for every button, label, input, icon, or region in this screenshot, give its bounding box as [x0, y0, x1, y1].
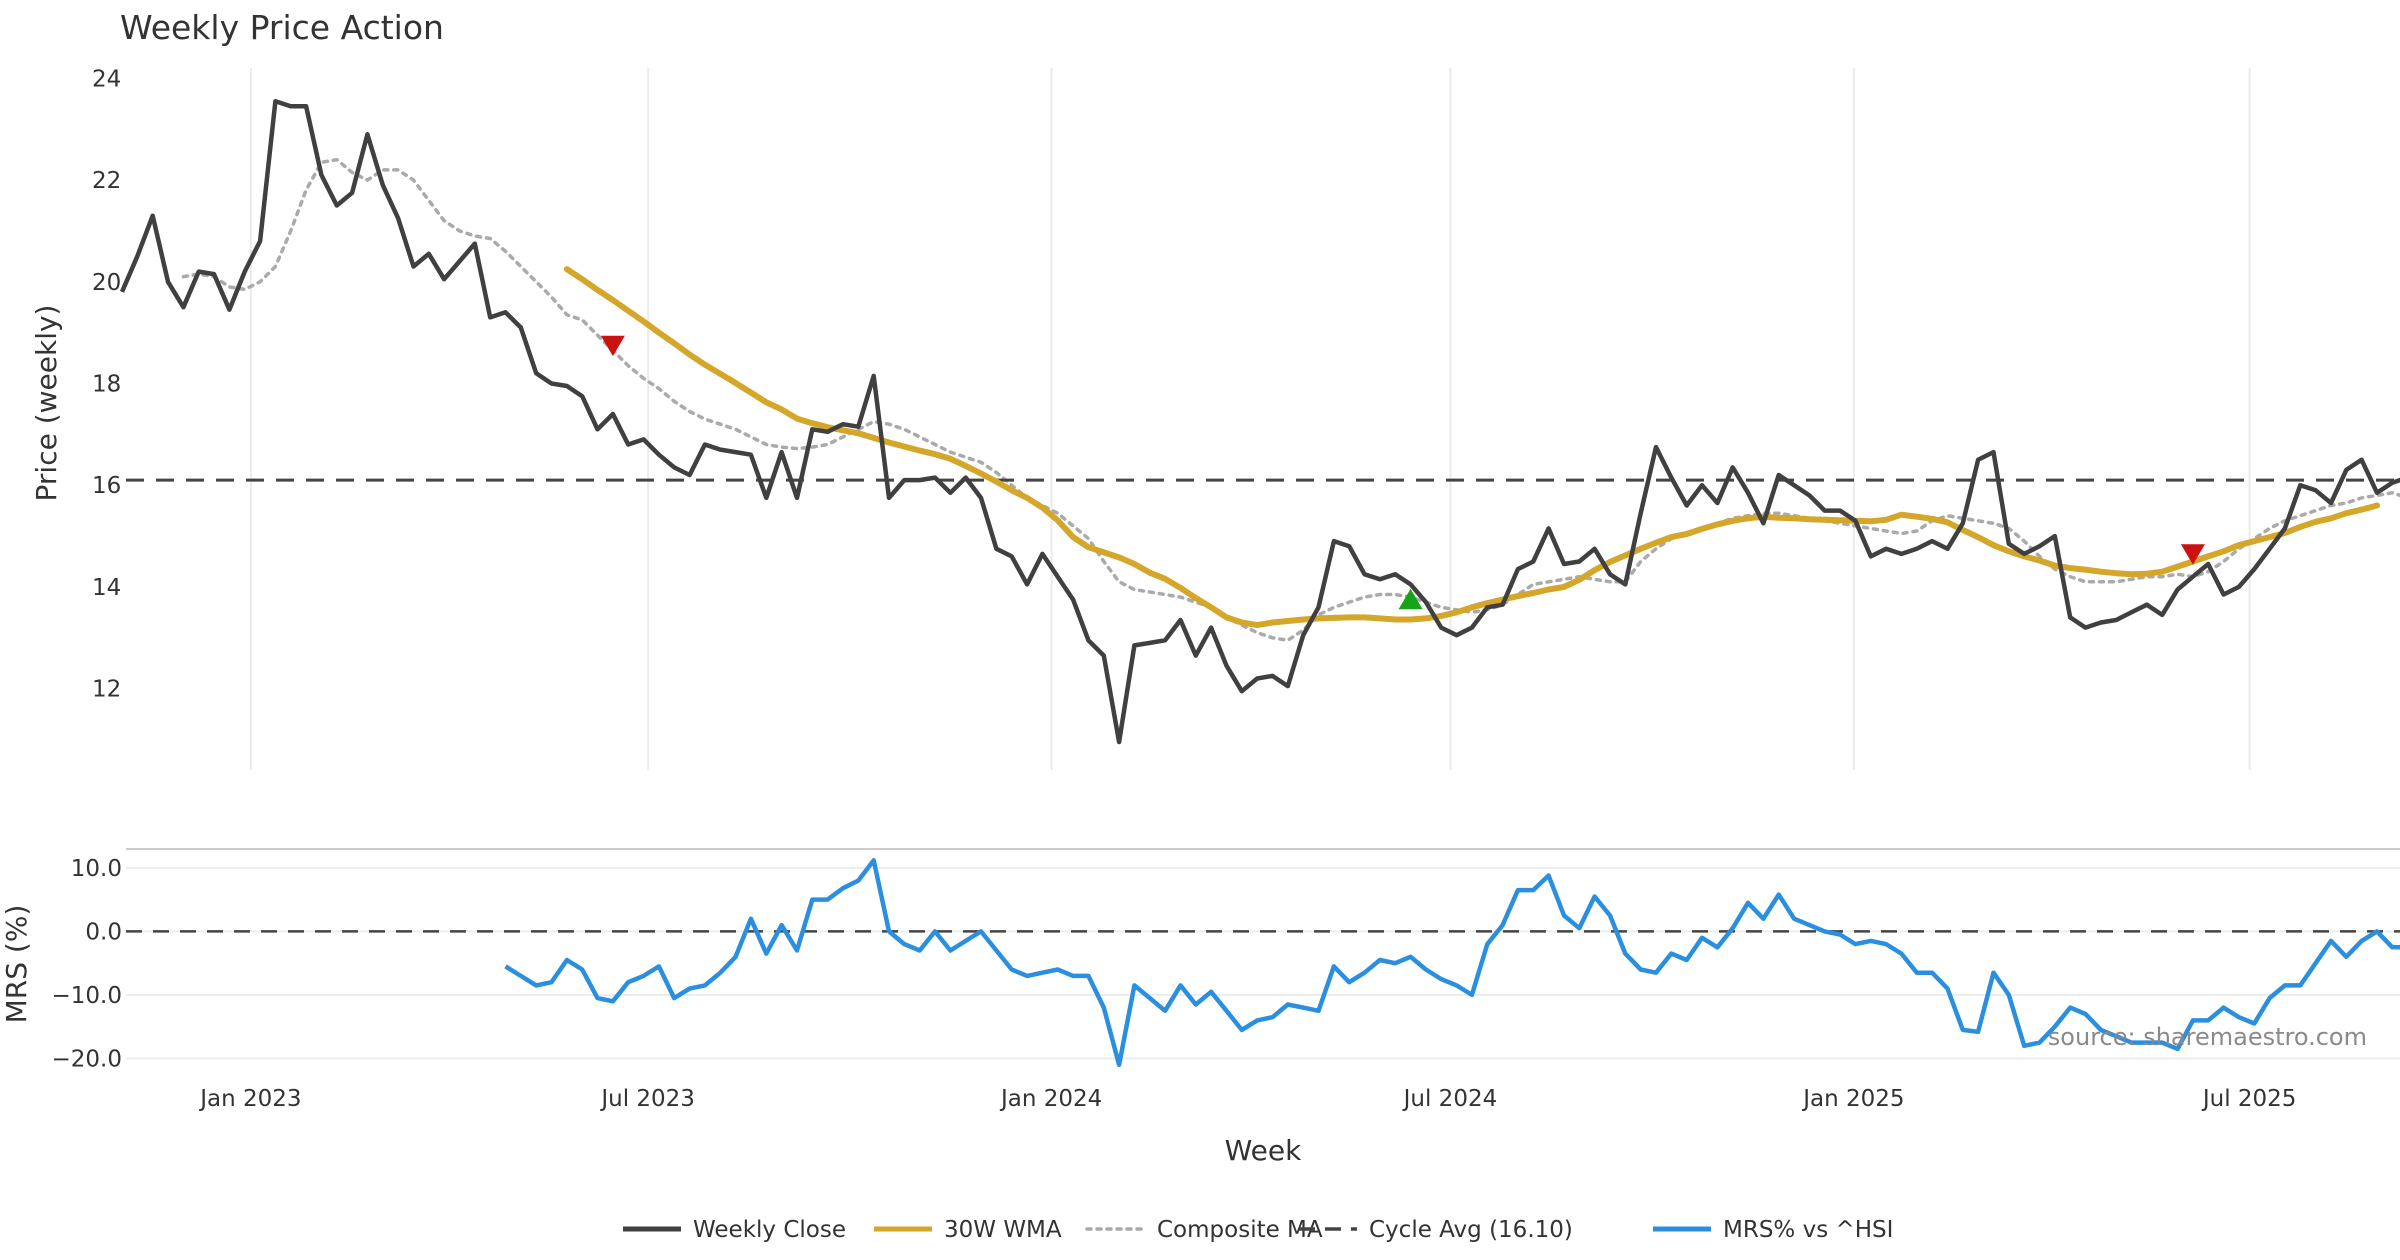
mrs-y-axis-label: MRS (%) [0, 905, 33, 1024]
x-tick-label: Jul 2023 [599, 1086, 695, 1112]
price-y-tick-label: 20 [92, 270, 121, 296]
legend-label: Weekly Close [693, 1217, 846, 1243]
x-tick-label: Jan 2025 [1801, 1086, 1904, 1112]
x-tick-label: Jan 2023 [198, 1086, 301, 1112]
x-axis-ticks: Jan 2023 Jul 2023 Jan 2024 Jul 2024 Jan 2025… [198, 1086, 2296, 1112]
mrs-y-ticks: −20.0 −10.0 0.0 10.0 [52, 856, 122, 1073]
mrs-panel: −20.0 −10.0 0.0 10.0 MRS (%) source: sharem… [0, 848, 2400, 1073]
mrs-vs-hsi-line [504, 858, 2400, 1068]
mrs-y-tick-label: −10.0 [52, 983, 122, 1009]
x-axis-label: Week [1225, 1134, 1302, 1167]
mrs-series [126, 858, 2400, 1068]
legend-label: Cycle Avg (16.10) [1369, 1217, 1573, 1243]
chart-title: Weekly Price Action [120, 8, 444, 47]
price-y-tick-label: 22 [92, 168, 121, 194]
weekly-close-line [119, 98, 2400, 745]
wma-30w-line [563, 266, 2380, 629]
price-panel: 12 14 16 18 20 22 24 Price (weekly) [30, 66, 2400, 770]
sell-signal-marker [600, 335, 625, 357]
legend-label: Composite MA [1157, 1217, 1323, 1243]
composite-ma-line [181, 157, 2400, 643]
legend-label: 30W WMA [944, 1217, 1062, 1243]
x-tick-label: Jul 2025 [2201, 1086, 2297, 1112]
price-grid [249, 68, 2251, 770]
source-attribution: source: sharemaestro.com [2048, 1023, 2367, 1051]
price-y-tick-label: 16 [92, 473, 121, 499]
legend-label: MRS% vs ^HSI [1723, 1217, 1893, 1243]
price-series [119, 98, 2400, 745]
price-y-ticks: 12 14 16 18 20 22 24 [92, 66, 121, 702]
mrs-y-tick-label: 10.0 [71, 856, 122, 882]
price-y-tick-label: 14 [92, 575, 121, 601]
price-y-tick-label: 12 [92, 677, 121, 703]
mrs-y-tick-label: 0.0 [85, 919, 122, 945]
price-y-tick-label: 18 [92, 371, 121, 397]
sell-signal-marker [2180, 544, 2205, 565]
signal-markers [600, 335, 2205, 610]
x-tick-label: Jul 2024 [1402, 1086, 1498, 1112]
price-y-axis-label: Price (weekly) [30, 305, 63, 502]
price-y-tick-label: 24 [92, 66, 121, 92]
buy-signal-marker [1398, 588, 1423, 610]
mrs-y-tick-label: −20.0 [52, 1046, 122, 1072]
legend: Weekly Close 30W WMA Composite MA Cycle Avg… [623, 1217, 1893, 1243]
x-tick-label: Jan 2024 [999, 1086, 1102, 1112]
